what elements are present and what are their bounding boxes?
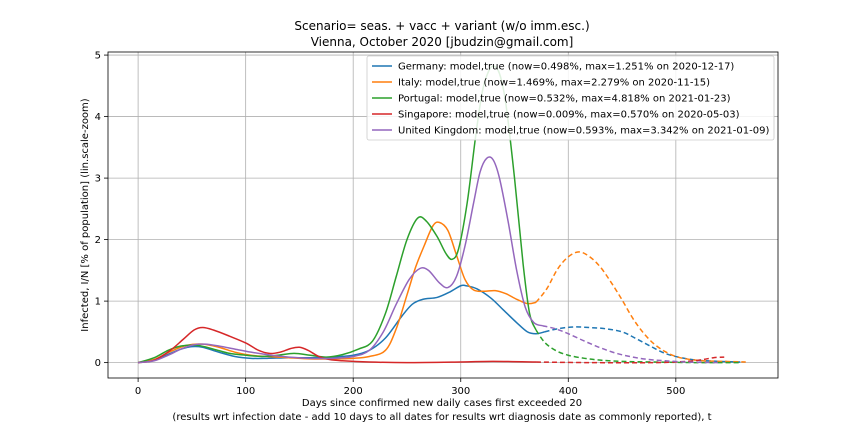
legend-box	[366, 55, 775, 141]
chart-subtitle: Vienna, October 2020 [jbudzin@gmail.com]	[311, 35, 574, 49]
x-axis-label: Days since confirmed new daily cases fir…	[302, 398, 582, 409]
y-tick-label: 1	[95, 297, 101, 308]
x-tick-label: 100	[236, 386, 255, 397]
series-line-3-fit	[137, 326, 537, 364]
y-tick-label: 3	[95, 174, 101, 185]
legend-label: Singapore: model,true (now=0.009%, max=0…	[398, 110, 740, 121]
series-line-0-projection	[544, 326, 741, 363]
y-tick-label: 4	[95, 112, 101, 123]
legend-label: Portugal: model,true (now=0.532%, max=4.…	[398, 94, 731, 105]
x-tick-label: 500	[666, 386, 685, 397]
x-axis-label-note: (results wrt infection date - add 10 day…	[172, 412, 711, 423]
series-line-1-fit	[137, 221, 537, 364]
x-tick-label: 300	[451, 386, 470, 397]
x-tick-label: 400	[559, 386, 578, 397]
y-tick-label: 2	[95, 235, 101, 246]
axis-ticks: 0 100 200 300 400 500 0 1 2 3 4 5	[95, 51, 686, 397]
legend-label: Italy: model,true (now=1.469%, max=2.279…	[398, 78, 710, 89]
legend-label: United Kingdom: model,true (now=0.593%, …	[398, 126, 769, 137]
series-line-1-projection	[535, 251, 746, 363]
chart-title: Scenario= seas. + vacc + variant (w/o im…	[294, 19, 589, 33]
y-tick-label: 5	[95, 51, 101, 62]
series-line-4-fit	[138, 156, 543, 364]
y-axis-label: Infected, I/N [% of population] (lin.sca…	[80, 98, 91, 331]
x-tick-label: 200	[344, 386, 363, 397]
series-line-2-projection	[535, 329, 741, 364]
series-line-3-projection	[536, 356, 725, 364]
series-line-0-fit	[137, 284, 545, 364]
legend-label: Germany: model,true (now=0.498%, max=1.2…	[398, 62, 734, 73]
y-tick-label: 0	[95, 358, 101, 369]
legend: Germany: model,true (now=0.498%, max=1.2…	[366, 55, 775, 141]
plot-frame	[107, 51, 779, 379]
x-tick-label: 0	[135, 386, 141, 397]
